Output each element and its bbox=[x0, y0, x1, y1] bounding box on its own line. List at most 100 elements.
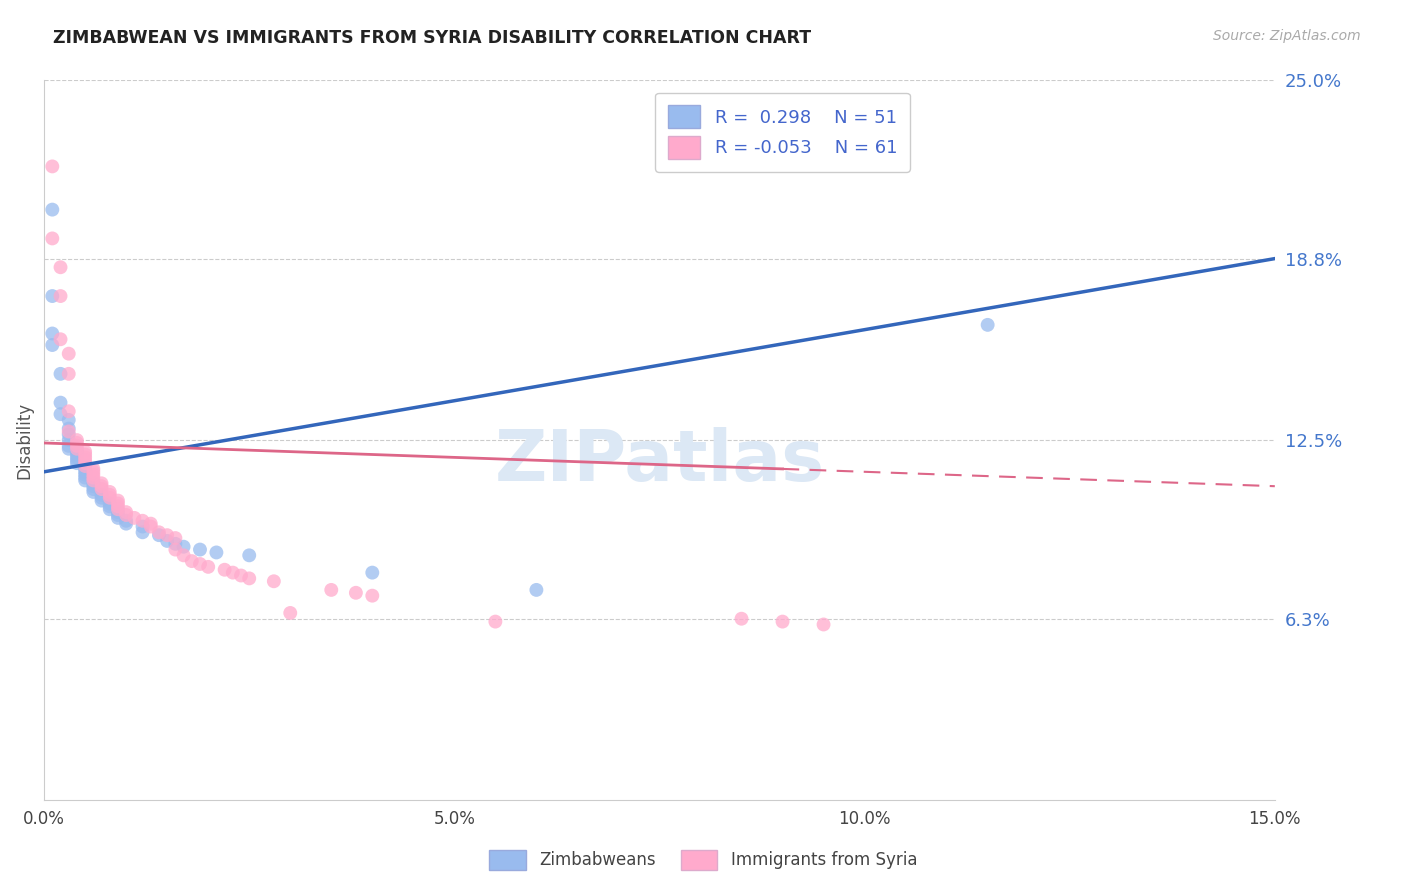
Point bbox=[344, 586, 367, 600]
Point bbox=[90, 488, 112, 502]
Point bbox=[66, 442, 89, 456]
Point bbox=[75, 467, 97, 482]
Point bbox=[66, 448, 89, 462]
Point bbox=[131, 525, 153, 540]
Point bbox=[98, 488, 121, 502]
Point bbox=[66, 439, 89, 453]
Point bbox=[173, 549, 195, 563]
Point bbox=[58, 413, 80, 427]
Point bbox=[205, 545, 228, 559]
Point bbox=[41, 231, 63, 245]
Point bbox=[58, 346, 80, 360]
Point bbox=[772, 615, 794, 629]
Point bbox=[75, 458, 97, 473]
Point bbox=[107, 508, 129, 522]
Point bbox=[49, 367, 72, 381]
Point bbox=[75, 462, 97, 476]
Point bbox=[98, 491, 121, 505]
Legend: R =  0.298    N = 51, R = -0.053    N = 61: R = 0.298 N = 51, R = -0.053 N = 61 bbox=[655, 93, 910, 171]
Point bbox=[222, 566, 245, 580]
Point bbox=[165, 542, 187, 557]
Point bbox=[156, 533, 179, 548]
Point bbox=[139, 516, 162, 531]
Point bbox=[197, 559, 219, 574]
Point bbox=[75, 453, 97, 467]
Point bbox=[361, 589, 384, 603]
Point bbox=[813, 617, 835, 632]
Point bbox=[49, 260, 72, 275]
Point bbox=[526, 582, 548, 597]
Point bbox=[188, 542, 211, 557]
Point bbox=[49, 395, 72, 409]
Point bbox=[278, 606, 301, 620]
Point bbox=[90, 476, 112, 491]
Y-axis label: Disability: Disability bbox=[15, 401, 32, 479]
Point bbox=[49, 289, 72, 303]
Point bbox=[131, 519, 153, 533]
Point bbox=[75, 474, 97, 488]
Point bbox=[98, 485, 121, 500]
Point bbox=[41, 202, 63, 217]
Point bbox=[98, 502, 121, 516]
Point bbox=[90, 493, 112, 508]
Point bbox=[484, 615, 506, 629]
Point bbox=[58, 421, 80, 435]
Point bbox=[58, 442, 80, 456]
Point bbox=[82, 462, 104, 476]
Text: Source: ZipAtlas.com: Source: ZipAtlas.com bbox=[1213, 29, 1361, 43]
Point bbox=[90, 491, 112, 505]
Point bbox=[82, 465, 104, 479]
Point bbox=[41, 338, 63, 352]
Point bbox=[115, 508, 138, 522]
Point bbox=[321, 582, 343, 597]
Point bbox=[49, 332, 72, 346]
Point bbox=[115, 516, 138, 531]
Point bbox=[139, 519, 162, 533]
Point bbox=[75, 448, 97, 462]
Text: ZIPatlas: ZIPatlas bbox=[495, 427, 824, 496]
Point bbox=[82, 476, 104, 491]
Point bbox=[165, 537, 187, 551]
Point bbox=[41, 326, 63, 341]
Point bbox=[98, 496, 121, 510]
Point bbox=[107, 502, 129, 516]
Point bbox=[58, 427, 80, 442]
Point bbox=[107, 500, 129, 514]
Point bbox=[107, 505, 129, 519]
Point bbox=[58, 439, 80, 453]
Point bbox=[148, 528, 170, 542]
Point bbox=[58, 367, 80, 381]
Point bbox=[66, 456, 89, 470]
Point bbox=[58, 425, 80, 439]
Point bbox=[976, 318, 998, 332]
Point bbox=[75, 458, 97, 473]
Point bbox=[148, 525, 170, 540]
Point bbox=[173, 540, 195, 554]
Point bbox=[115, 514, 138, 528]
Point bbox=[82, 482, 104, 496]
Point bbox=[90, 482, 112, 496]
Point bbox=[58, 433, 80, 447]
Point bbox=[75, 465, 97, 479]
Point bbox=[75, 456, 97, 470]
Point bbox=[156, 528, 179, 542]
Point bbox=[75, 450, 97, 465]
Point bbox=[107, 496, 129, 510]
Point bbox=[49, 407, 72, 421]
Point bbox=[66, 436, 89, 450]
Point bbox=[131, 514, 153, 528]
Point bbox=[165, 531, 187, 545]
Point bbox=[82, 467, 104, 482]
Point bbox=[214, 563, 236, 577]
Point bbox=[361, 566, 384, 580]
Point bbox=[115, 505, 138, 519]
Point bbox=[66, 450, 89, 465]
Point bbox=[82, 470, 104, 484]
Point bbox=[82, 485, 104, 500]
Point bbox=[98, 500, 121, 514]
Point bbox=[41, 289, 63, 303]
Point bbox=[82, 479, 104, 493]
Point bbox=[66, 453, 89, 467]
Legend: Zimbabweans, Immigrants from Syria: Zimbabweans, Immigrants from Syria bbox=[482, 843, 924, 877]
Point bbox=[58, 404, 80, 418]
